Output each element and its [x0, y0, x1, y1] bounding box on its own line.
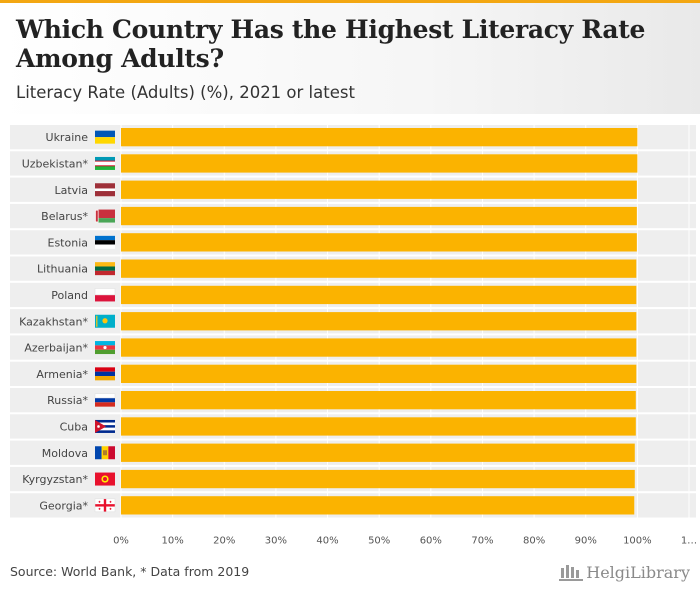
library-columns-icon: [559, 565, 584, 581]
category-label: Armenia*: [36, 368, 88, 381]
accent-top-bar: [0, 0, 700, 3]
category-label: Poland: [51, 289, 88, 302]
category-label: Russia*: [47, 394, 88, 407]
flag-icon-md: [95, 446, 115, 460]
category-label: Cuba: [60, 420, 88, 433]
bar: [121, 496, 635, 515]
chart-subtitle: Literacy Rate (Adults) (%), 2021 or late…: [16, 83, 355, 102]
flag-icon-cu: [95, 419, 115, 433]
x-tick-label: 20%: [213, 536, 235, 547]
brand-name: HelgiLibrary: [586, 562, 690, 582]
category-label: Georgia*: [39, 499, 88, 512]
chart-header: Which Country Has the Highest Literacy R…: [0, 3, 700, 114]
flag-icon-ua: [95, 130, 115, 144]
flag-icon-pl: [94, 288, 116, 302]
chart-title: Which Country Has the Highest Literacy R…: [16, 15, 646, 73]
x-tick-label: 40%: [316, 536, 338, 547]
bar: [121, 364, 637, 383]
x-tick-label: 90%: [575, 536, 597, 547]
category-label: Moldova: [42, 447, 88, 460]
bar: [121, 206, 637, 226]
bar-chart: Ukraine Uzbekistan* Latvia Belarus* Estonia L…: [10, 124, 697, 547]
bar: [121, 417, 636, 436]
x-tick-label: 80%: [523, 536, 545, 547]
flag-icon-lv: [95, 183, 115, 197]
category-label: Ukraine: [46, 131, 89, 144]
bar: [121, 312, 637, 331]
bar: [121, 443, 635, 462]
bar: [121, 180, 637, 199]
category-label: Latvia: [55, 184, 89, 197]
brand-logo: HelgiLibrary: [558, 560, 690, 584]
bar: [121, 259, 637, 278]
bar: [121, 233, 637, 252]
category-label: Uzbekistan*: [22, 157, 89, 170]
flag-icon-by: [95, 209, 115, 223]
flag-icon-kg: [95, 472, 115, 486]
bar: [121, 391, 636, 410]
x-tick-label: 30%: [265, 536, 287, 547]
category-label: Kyrgyzstan*: [22, 473, 88, 486]
flag-icon-az: [95, 341, 115, 355]
flag-icon-am: [95, 367, 115, 381]
category-label: Kazakhstan*: [19, 315, 88, 328]
category-label: Azerbaijan*: [24, 342, 88, 355]
x-tick-label: 10%: [162, 536, 184, 547]
flag-icon-uz: [95, 156, 115, 170]
x-tick-label: 1…: [681, 536, 697, 547]
bar: [121, 338, 637, 357]
x-tick-label: 50%: [368, 536, 390, 547]
x-tick-label: 0%: [113, 536, 129, 547]
flag-icon-ee: [95, 235, 115, 249]
x-tick-label: 70%: [471, 536, 493, 547]
bar: [121, 128, 638, 147]
flag-icon-kz: [95, 314, 115, 328]
flag-icon-lt: [95, 262, 115, 276]
bar: [121, 469, 635, 489]
flag-icon-ge: [94, 498, 116, 513]
bar: [121, 285, 637, 305]
category-label: Estonia: [48, 236, 89, 249]
source-note: Source: World Bank, * Data from 2019: [10, 564, 250, 579]
category-label: Lithuania: [37, 263, 88, 276]
x-tick-label: 60%: [420, 536, 442, 547]
category-label: Belarus*: [41, 210, 88, 223]
x-tick-label: 100%: [623, 536, 652, 547]
bar: [121, 154, 638, 173]
flag-icon-ru: [94, 393, 116, 407]
